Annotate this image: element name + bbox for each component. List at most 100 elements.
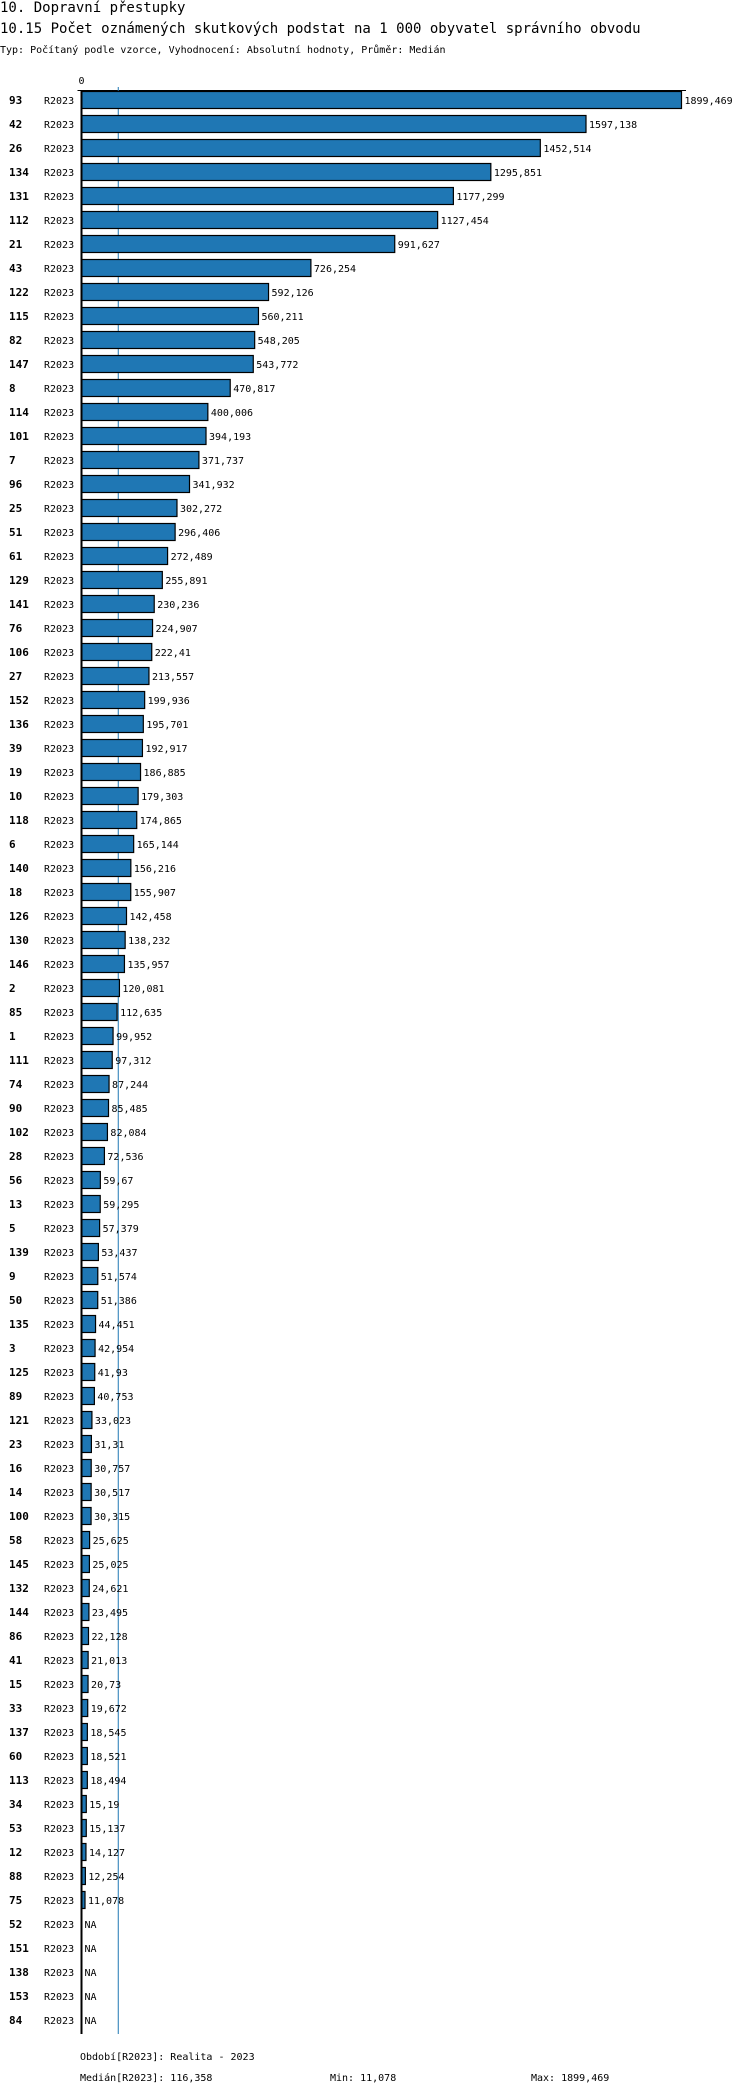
- value-label: 1127,454: [441, 216, 489, 227]
- category-label: 145: [9, 1558, 29, 1571]
- bar: [80, 234, 396, 254]
- period-label: R2023: [44, 1392, 74, 1403]
- category-label: 101: [9, 430, 29, 443]
- value-label: 59,67: [103, 1176, 133, 1187]
- period-label: R2023: [44, 528, 74, 539]
- category-label: 25: [9, 502, 22, 515]
- category-label: 113: [9, 1774, 29, 1787]
- value-label: 57,379: [103, 1224, 139, 1235]
- axis-zero-label: 0: [78, 76, 84, 87]
- category-label: 5: [9, 1222, 16, 1235]
- value-label: 33,023: [95, 1416, 131, 1427]
- period-label: R2023: [44, 840, 74, 851]
- category-label: 7: [9, 454, 16, 467]
- bar: [80, 114, 587, 134]
- period-label: R2023: [44, 912, 74, 923]
- period-label: R2023: [44, 1920, 74, 1931]
- value-label: 72,536: [107, 1152, 143, 1163]
- value-label: 255,891: [165, 576, 207, 587]
- category-label: 16: [9, 1462, 23, 1475]
- period-label: R2023: [44, 1848, 74, 1859]
- bar: [80, 1002, 118, 1022]
- na-label: NA: [85, 1992, 97, 2003]
- bar: [80, 474, 191, 494]
- category-label: 21: [9, 238, 23, 251]
- category-label: 34: [9, 1798, 23, 1811]
- category-label: 50: [9, 1294, 22, 1307]
- value-label: 296,406: [178, 528, 220, 539]
- category-label: 144: [9, 1606, 29, 1619]
- category-label: 43: [9, 262, 22, 275]
- category-label: 76: [9, 622, 23, 635]
- bar: [80, 1362, 96, 1382]
- category-label: 112: [9, 214, 29, 227]
- category-label: 131: [9, 190, 29, 203]
- category-label: 12: [9, 1846, 22, 1859]
- value-label: 138,232: [128, 936, 170, 947]
- category-label: 100: [9, 1510, 29, 1523]
- value-label: 44,451: [99, 1320, 135, 1331]
- value-label: 991,627: [398, 240, 440, 251]
- value-label: 179,303: [141, 792, 183, 803]
- value-label: 400,006: [211, 408, 253, 419]
- section-title: 10. Dopravní přestupky: [0, 0, 186, 16]
- footer-min: Min: 11,078: [330, 2073, 397, 2084]
- value-label: 18,521: [90, 1752, 126, 1763]
- category-label: 151: [9, 1942, 29, 1955]
- value-label: 1899,469: [685, 96, 733, 107]
- bar: [80, 1458, 92, 1478]
- category-label: 51: [9, 526, 23, 539]
- period-label: R2023: [44, 432, 74, 443]
- bar: [80, 498, 178, 518]
- value-label: 302,272: [180, 504, 222, 515]
- value-label: 224,907: [156, 624, 198, 635]
- value-label: 23,495: [92, 1608, 128, 1619]
- bar: [80, 930, 126, 950]
- chart-title: 10.15 Počet oznámených skutkových podsta…: [0, 21, 641, 37]
- bar: [80, 1482, 92, 1502]
- bar: [80, 570, 163, 590]
- value-label: 11,078: [88, 1896, 124, 1907]
- period-label: R2023: [44, 1104, 74, 1115]
- category-label: 84: [9, 2014, 23, 2027]
- bar: [80, 354, 254, 374]
- value-label: 155,907: [134, 888, 176, 899]
- period-label: R2023: [44, 480, 74, 491]
- na-label: NA: [85, 1920, 97, 1931]
- bar: [80, 594, 155, 614]
- category-label: 85: [9, 1006, 22, 1019]
- period-label: R2023: [44, 360, 74, 371]
- value-label: 142,458: [129, 912, 171, 923]
- value-label: 174,865: [140, 816, 182, 827]
- bar: [80, 762, 142, 782]
- value-label: 53,437: [101, 1248, 137, 1259]
- value-label: 30,517: [94, 1488, 130, 1499]
- category-label: 58: [9, 1534, 22, 1547]
- category-label: 3: [9, 1342, 16, 1355]
- period-label: R2023: [44, 1032, 74, 1043]
- category-label: 102: [9, 1126, 29, 1139]
- value-label: 30,757: [94, 1464, 130, 1475]
- period-label: R2023: [44, 1224, 74, 1235]
- footer-period: Období[R2023]: Realita - 2023: [80, 2052, 255, 2063]
- category-label: 56: [9, 1174, 23, 1187]
- period-label: R2023: [44, 1992, 74, 2003]
- value-label: 97,312: [115, 1056, 151, 1067]
- bar: [80, 1506, 92, 1526]
- category-label: 138: [9, 1966, 29, 1979]
- value-label: 30,315: [94, 1512, 130, 1523]
- period-label: R2023: [44, 1776, 74, 1787]
- category-label: 134: [9, 166, 29, 179]
- value-label: 41,93: [98, 1368, 128, 1379]
- period-label: R2023: [44, 336, 74, 347]
- period-label: R2023: [44, 144, 74, 155]
- bar: [80, 858, 132, 878]
- period-label: R2023: [44, 1680, 74, 1691]
- bar: [80, 1578, 90, 1598]
- category-label: 93: [9, 94, 22, 107]
- category-label: 139: [9, 1246, 29, 1259]
- bar: [80, 1194, 101, 1214]
- period-label: R2023: [44, 1200, 74, 1211]
- period-label: R2023: [44, 96, 74, 107]
